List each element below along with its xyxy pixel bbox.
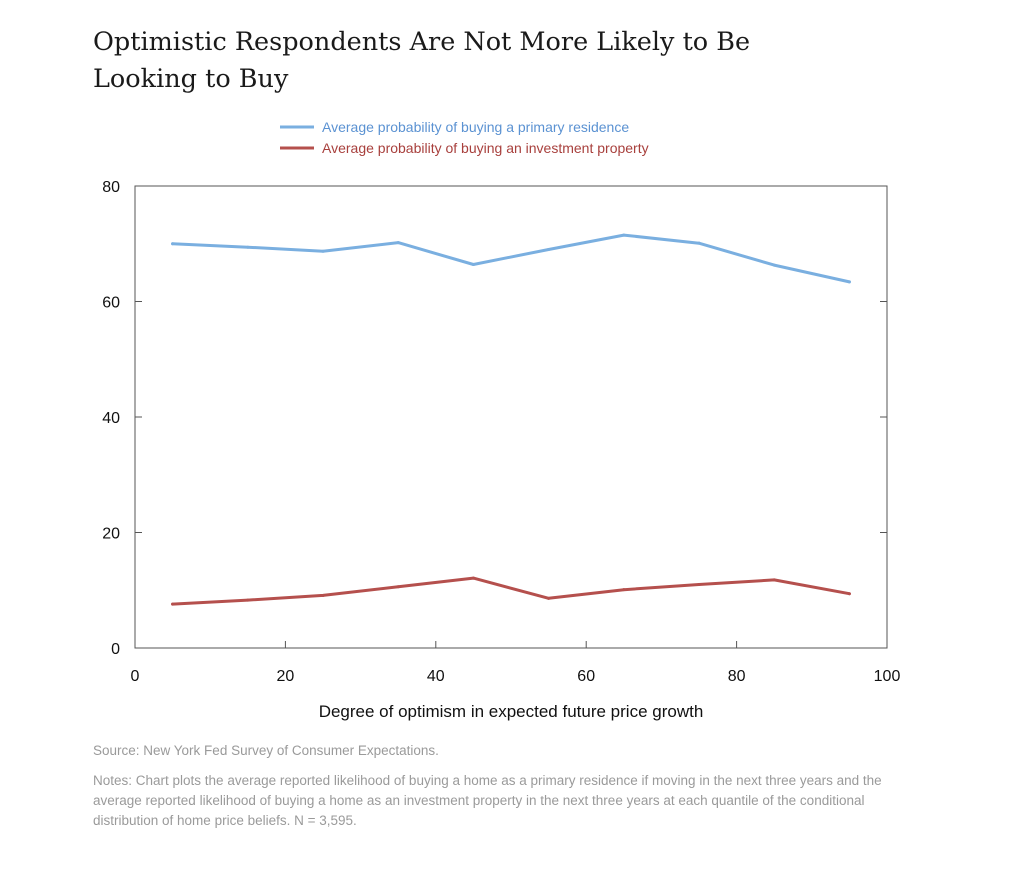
y-tick-label: 20 xyxy=(102,526,120,543)
series-2-point xyxy=(772,578,776,582)
x-axis: 0 20 40 60 80 100 xyxy=(131,641,901,685)
series-2-point xyxy=(246,598,250,602)
series-2-point xyxy=(547,596,551,600)
y-tick-label: 60 xyxy=(102,295,120,312)
series-1-point xyxy=(697,241,701,245)
x-tick-label: 20 xyxy=(277,668,295,685)
series-2-point xyxy=(396,585,400,589)
series-2-point xyxy=(171,602,175,606)
series-2-point xyxy=(321,593,325,597)
series-1-point xyxy=(321,249,325,253)
x-tick-label: 80 xyxy=(728,668,746,685)
series-2-point xyxy=(847,592,851,596)
x-tick-label: 100 xyxy=(874,668,901,685)
line-chart: Average probability of buying a primary … xyxy=(102,119,901,721)
series-line-1 xyxy=(171,233,851,284)
x-tick-label: 60 xyxy=(577,668,595,685)
x-axis-label: Degree of optimism in expected future pr… xyxy=(319,702,704,721)
series-line-2 xyxy=(171,576,851,606)
series-1-point xyxy=(547,248,551,252)
y-axis: 0 20 40 60 80 xyxy=(102,179,887,658)
y-tick-label: 80 xyxy=(102,179,120,196)
source-note: Source: New York Fed Survey of Consumer … xyxy=(93,743,439,758)
x-tick-label: 40 xyxy=(427,668,445,685)
chart-title: Optimistic Respondents Are Not More Like… xyxy=(93,27,751,94)
legend-label-1: Average probability of buying a primary … xyxy=(322,119,629,135)
chart-legend: Average probability of buying a primary … xyxy=(280,119,649,156)
series-1-point xyxy=(171,242,175,246)
series-1-point xyxy=(396,241,400,245)
series-layer xyxy=(171,233,851,606)
chart-notes: Notes: Chart plots the average reported … xyxy=(93,773,882,828)
series-1-point xyxy=(847,280,851,284)
series-2-point xyxy=(622,588,626,592)
x-tick-label: 0 xyxy=(131,668,140,685)
y-tick-label: 0 xyxy=(111,641,120,658)
y-tick-label: 40 xyxy=(102,410,120,427)
legend-label-2: Average probability of buying an investm… xyxy=(322,140,649,156)
series-1-point xyxy=(622,233,626,237)
series-1-point xyxy=(772,263,776,267)
series-1-point xyxy=(471,263,475,267)
series-2-point xyxy=(697,582,701,586)
series-1-point xyxy=(246,245,250,249)
series-2-point xyxy=(471,576,475,580)
